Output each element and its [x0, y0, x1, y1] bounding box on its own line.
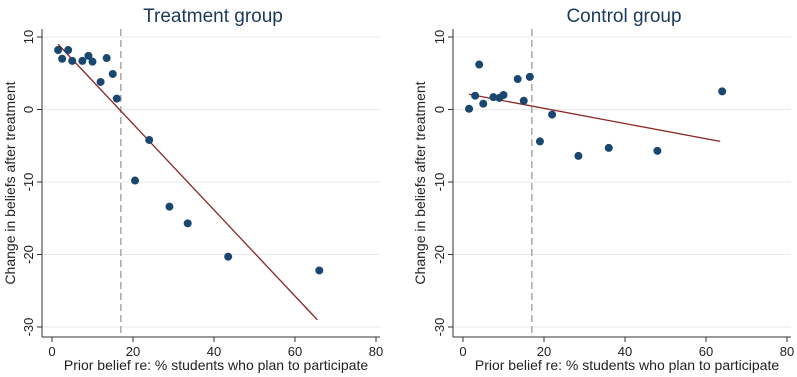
data-point — [145, 135, 154, 144]
y-tick-label: 0 — [21, 106, 36, 113]
x-tick-label: 80 — [780, 344, 794, 359]
x-tick-label: 0 — [48, 344, 55, 359]
x-tick-label: 60 — [288, 344, 302, 359]
data-point — [108, 69, 117, 78]
data-point — [54, 46, 63, 55]
data-point — [224, 252, 233, 261]
x-tick-label: 0 — [459, 344, 466, 359]
y-axis-label: Change in beliefs after treatment — [412, 81, 428, 284]
data-point — [535, 137, 544, 146]
data-point — [315, 266, 324, 275]
y-tick-label: -30 — [432, 318, 447, 337]
data-point — [718, 87, 727, 96]
y-tick-label: -20 — [21, 245, 36, 264]
x-tick-label: 20 — [537, 344, 551, 359]
data-point — [88, 57, 97, 66]
data-point — [96, 77, 105, 86]
y-tick-label: 10 — [21, 30, 36, 44]
y-tick-label: -30 — [21, 318, 36, 337]
data-point — [513, 75, 522, 84]
data-point — [548, 110, 557, 119]
x-axis-label: Prior belief re: % students who plan to … — [64, 357, 368, 373]
x-tick-label: 20 — [126, 344, 140, 359]
data-point — [499, 91, 508, 99]
x-tick-label: 40 — [618, 344, 632, 359]
y-axis-label: Change in beliefs after treatment — [2, 81, 18, 284]
data-point — [471, 91, 480, 100]
fit-line — [57, 43, 318, 321]
data-point — [102, 54, 111, 63]
data-point — [58, 54, 67, 63]
y-tick-label: 0 — [432, 106, 447, 113]
control-group-panel: -30 -20 -10 0 10 0 20 40 60 80 Control group Prior … — [412, 6, 794, 373]
treatment-group-panel: -30 -20 -10 0 10 0 20 40 60 80 Treatment group Prio… — [2, 6, 383, 373]
data-point — [465, 104, 474, 113]
data-point — [475, 60, 484, 69]
data-point — [131, 176, 140, 185]
data-point — [489, 93, 498, 102]
data-point — [84, 51, 93, 60]
x-tick-label: 40 — [207, 344, 221, 359]
y-tick-label: 10 — [432, 30, 447, 44]
y-tick-label: -10 — [21, 173, 36, 192]
data-point — [653, 146, 662, 155]
chart-title: Treatment group — [143, 6, 283, 27]
data-point — [68, 56, 77, 65]
fit-line — [468, 93, 721, 143]
x-axis-label: Prior belief re: % students who plan to … — [475, 357, 779, 373]
x-tick-label: 60 — [699, 344, 713, 359]
data-point — [525, 72, 534, 81]
y-tick-label: -10 — [432, 173, 447, 192]
data-point — [183, 219, 192, 228]
data-point — [64, 46, 73, 55]
data-point — [78, 56, 87, 65]
x-tick-label: 80 — [369, 344, 383, 359]
chart-title: Control group — [566, 6, 681, 27]
data-point — [165, 202, 174, 211]
data-point — [604, 143, 613, 152]
data-point — [519, 96, 528, 105]
data-point — [479, 99, 488, 108]
data-point — [574, 151, 583, 160]
data-point — [112, 94, 121, 103]
y-tick-label: -20 — [432, 245, 447, 264]
